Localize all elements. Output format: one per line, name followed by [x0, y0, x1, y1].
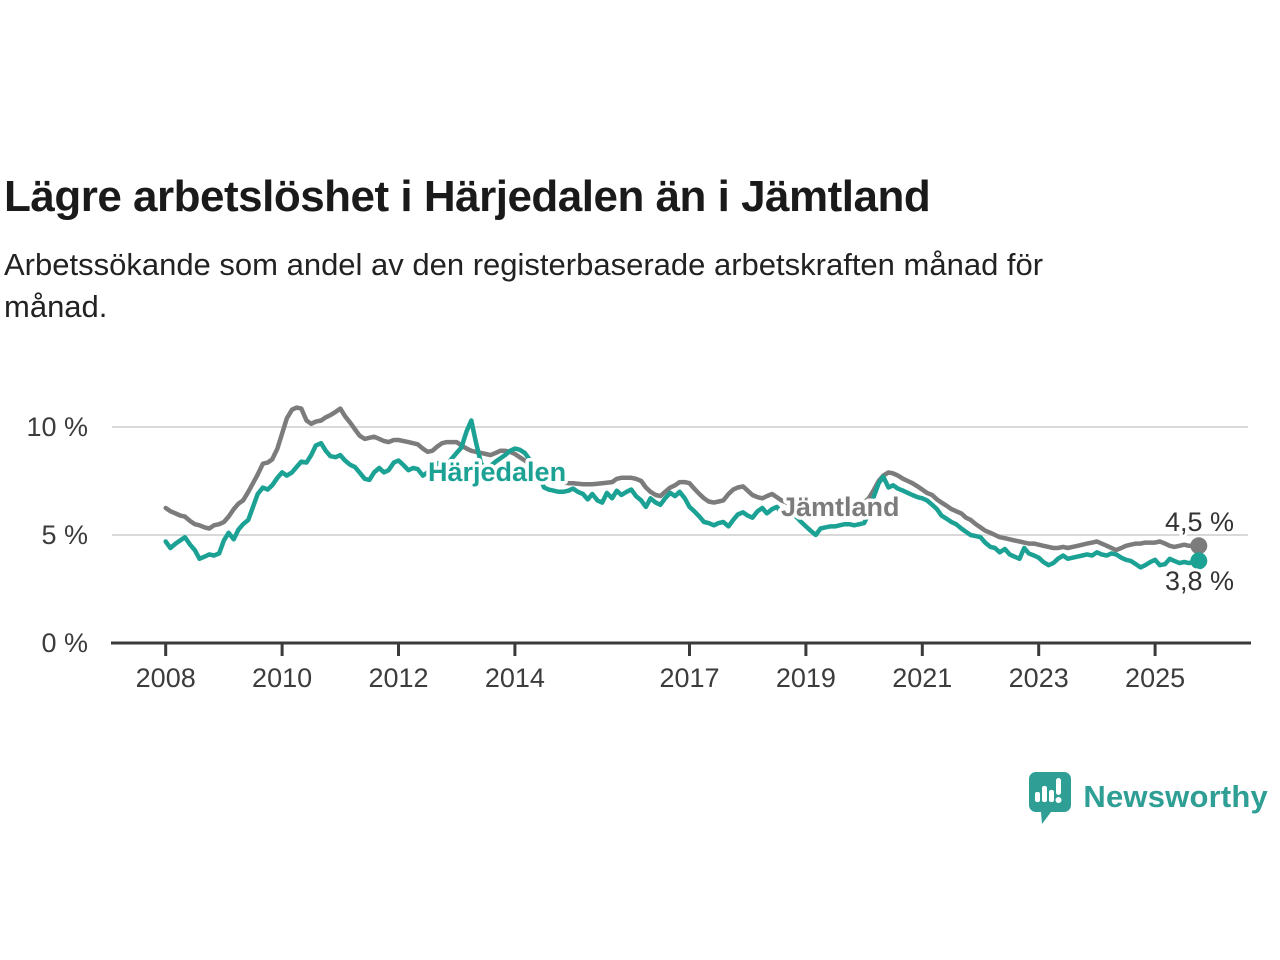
- x-tick-label-2010: 2010: [252, 663, 312, 693]
- x-tick-label-2008: 2008: [136, 663, 196, 693]
- x-tick-label-2014: 2014: [485, 663, 545, 693]
- subtitle-line-2: månad.: [4, 289, 108, 324]
- y-tick-label-5: 5 %: [41, 520, 88, 550]
- harjedalen-end-dot: [1190, 552, 1208, 570]
- x-axis-labels: 2008 2010 2012 2014 2017 2019 2021 2023 2025: [136, 663, 1185, 693]
- jamtland-end-value-label: 4,5 %: [1165, 507, 1234, 537]
- newsworthy-bubble-chart-icon: [1029, 772, 1072, 824]
- jamtland-series-label: Jämtland: [781, 492, 900, 522]
- x-tick-label-2021: 2021: [892, 663, 952, 693]
- subtitle-line-1: Arbetssökande som andel av den registerb…: [4, 247, 1044, 282]
- x-tick-label-2019: 2019: [776, 663, 836, 693]
- harjedalen-end-value-label: 3,8 %: [1165, 566, 1234, 596]
- y-axis-labels: 10 % 5 % 0 %: [26, 412, 88, 658]
- y-tick-label-0: 0 %: [41, 628, 88, 658]
- jamtland-end-dot: [1190, 537, 1208, 555]
- harjedalen-series-label: Härjedalen: [428, 457, 566, 487]
- harjedalen-line: [163, 418, 1202, 570]
- y-tick-label-10: 10 %: [26, 412, 88, 442]
- x-tick-label-2017: 2017: [659, 663, 719, 693]
- page-title: Lägre arbetslöshet i Härjedalen än i Jäm…: [4, 172, 931, 222]
- newsworthy-wordmark: Newsworthy: [1083, 779, 1268, 814]
- series-lines: [163, 405, 1202, 570]
- jamtland-line: [163, 405, 1202, 553]
- x-tick-label-2012: 2012: [368, 663, 428, 693]
- chart-subtitle: Arbetssökande som andel av den registerb…: [4, 244, 1204, 328]
- gridlines: [112, 426, 1248, 536]
- x-axis: [111, 641, 1251, 656]
- x-tick-label-2025: 2025: [1125, 663, 1185, 693]
- newsworthy-logo[interactable]: Newsworthy: [1027, 770, 1268, 826]
- x-tick-label-2023: 2023: [1009, 663, 1069, 693]
